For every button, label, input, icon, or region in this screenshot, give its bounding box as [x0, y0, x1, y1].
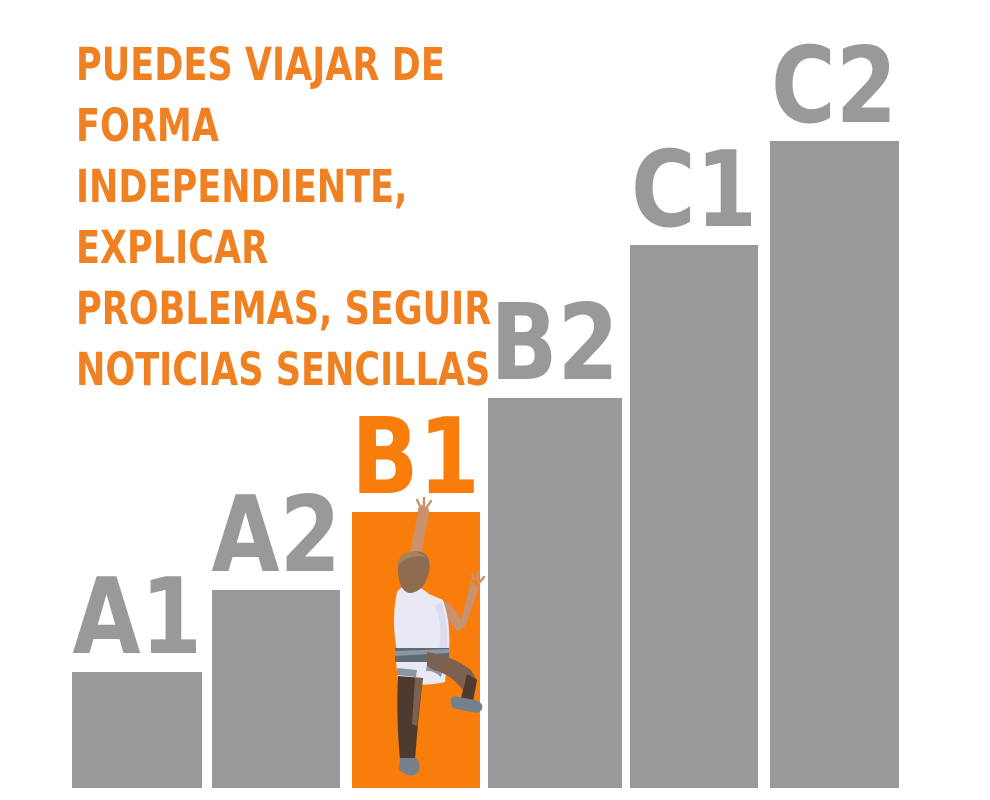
level-a1-label: A1 — [72, 556, 202, 678]
bar-group-c2: C2 — [770, 34, 899, 788]
person-climbing-illustration — [394, 496, 486, 776]
climber-torso-icon — [394, 584, 450, 652]
level-b2-bar — [488, 398, 622, 788]
level-c2-bar — [770, 141, 899, 788]
level-c2-label: C2 — [771, 25, 898, 147]
tagline-line-3: INDEPENDIENTE, — [76, 160, 408, 213]
level-c1-bar — [630, 245, 758, 788]
tagline-line-1: PUEDES VIAJAR DE — [76, 38, 445, 91]
level-b2-label: B2 — [490, 282, 620, 404]
bar-group-c1: C1 — [630, 138, 758, 788]
tagline-line-5: PROBLEMAS, SEGUIR — [76, 282, 492, 335]
tagline-line-6: NOTICIAS SENCILLAS — [76, 343, 491, 396]
climber-left-leg-icon — [397, 676, 423, 776]
level-c1-label: C1 — [630, 129, 758, 251]
level-b1-label: B1 — [351, 396, 481, 518]
bar-group-b2: B2 — [488, 291, 622, 788]
tagline-line-2: FORMA — [76, 99, 219, 152]
tagline: PUEDES VIAJAR DE FORMA INDEPENDIENTE, EX… — [76, 34, 491, 400]
bar-group-a1: A1 — [72, 565, 202, 788]
level-a2-bar — [212, 590, 340, 788]
level-a1-bar — [72, 672, 202, 788]
climber-head-icon — [397, 551, 430, 593]
climber-right-leg-icon — [427, 652, 483, 713]
level-a2-label: A2 — [211, 474, 341, 596]
tagline-line-4: EXPLICAR — [76, 221, 269, 274]
bar-group-a2: A2 — [211, 474, 341, 788]
